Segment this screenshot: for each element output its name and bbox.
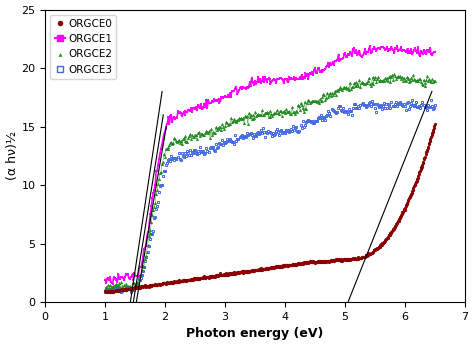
Y-axis label: (α hν)½: (α hν)½	[6, 131, 18, 180]
ORGCE0	[102, 289, 108, 293]
ORGCE1	[394, 44, 400, 48]
ORGCE2	[255, 112, 261, 116]
ORGCE0	[297, 262, 303, 266]
ORGCE3	[432, 103, 438, 107]
ORGCE3	[274, 127, 280, 131]
ORGCE3	[102, 290, 108, 294]
ORGCE0	[351, 257, 357, 261]
Line: ORGCE0: ORGCE0	[104, 123, 436, 293]
ORGCE3	[336, 104, 342, 108]
ORGCE3	[340, 106, 346, 110]
ORGCE1	[429, 53, 435, 57]
Legend: ORGCE0, ORGCE1, ORGCE2, ORGCE3: ORGCE0, ORGCE1, ORGCE2, ORGCE3	[50, 15, 116, 79]
ORGCE2	[102, 286, 108, 291]
ORGCE1	[191, 106, 197, 110]
ORGCE2	[279, 113, 285, 118]
ORGCE3	[393, 100, 399, 104]
X-axis label: Photon energy (eV): Photon energy (eV)	[186, 327, 324, 340]
ORGCE0	[109, 290, 115, 294]
ORGCE1	[420, 52, 426, 56]
ORGCE0	[323, 260, 329, 264]
Line: ORGCE2: ORGCE2	[104, 72, 436, 292]
ORGCE1	[298, 76, 303, 81]
ORGCE2	[429, 78, 435, 82]
ORGCE2	[191, 135, 197, 139]
ORGCE1	[110, 282, 116, 286]
ORGCE2	[432, 79, 438, 83]
Line: ORGCE3: ORGCE3	[104, 99, 436, 293]
ORGCE0	[432, 122, 438, 126]
ORGCE0	[188, 278, 193, 282]
ORGCE3	[428, 98, 434, 102]
Line: ORGCE1: ORGCE1	[104, 44, 436, 285]
ORGCE3	[151, 216, 156, 220]
ORGCE1	[432, 49, 438, 54]
ORGCE2	[420, 83, 426, 87]
ORGCE2	[392, 72, 397, 76]
ORGCE1	[279, 77, 285, 81]
ORGCE2	[298, 101, 303, 105]
ORGCE0	[161, 281, 167, 285]
ORGCE2	[104, 289, 110, 293]
ORGCE1	[255, 74, 261, 79]
ORGCE0	[252, 267, 258, 272]
ORGCE1	[102, 277, 108, 282]
ORGCE3	[374, 102, 380, 107]
ORGCE3	[108, 290, 113, 294]
